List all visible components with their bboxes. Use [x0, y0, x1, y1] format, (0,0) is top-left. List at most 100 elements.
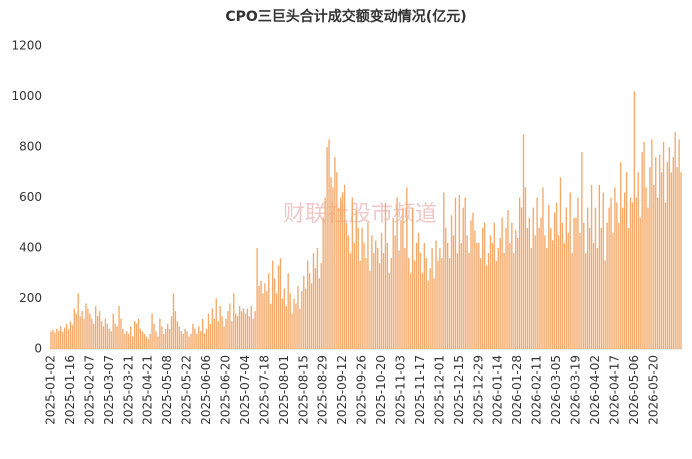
y-tick-label: 600 — [19, 190, 42, 204]
bar — [349, 253, 352, 349]
bar — [602, 192, 604, 349]
bar — [194, 328, 196, 349]
bar — [476, 242, 478, 349]
bar — [481, 227, 484, 349]
x-tick-label: 2025-09-26 — [355, 355, 369, 425]
bar — [546, 248, 548, 349]
bar — [616, 202, 618, 349]
bar — [425, 258, 427, 349]
bar — [511, 222, 513, 349]
bar — [322, 217, 324, 349]
bar — [112, 313, 114, 349]
bar — [505, 227, 507, 349]
bar — [561, 222, 564, 349]
bar — [497, 248, 499, 349]
bar — [147, 338, 149, 349]
bar — [192, 323, 194, 349]
bar — [604, 260, 606, 349]
bar — [443, 192, 445, 349]
bar — [411, 207, 414, 349]
bar — [553, 212, 556, 349]
bar — [569, 192, 571, 349]
bar — [657, 197, 659, 349]
bar — [460, 242, 462, 349]
bar — [610, 197, 612, 349]
bar — [65, 323, 68, 349]
bar — [664, 202, 667, 349]
bar — [627, 227, 630, 349]
bar — [69, 321, 72, 349]
bar — [622, 207, 624, 349]
bar — [423, 242, 426, 349]
bar — [380, 232, 383, 349]
bar — [620, 162, 622, 349]
bar — [133, 321, 136, 349]
bar — [421, 273, 424, 349]
bar — [231, 321, 233, 349]
bar — [641, 152, 643, 349]
bar — [398, 250, 400, 349]
x-tick-label: 2026-05-06 — [627, 355, 641, 425]
x-tick-label: 2026-03-19 — [569, 355, 583, 425]
bar — [310, 283, 313, 349]
bar — [270, 303, 272, 349]
bar — [328, 139, 330, 349]
bar — [483, 222, 486, 349]
bar — [130, 326, 132, 349]
bar — [678, 139, 680, 349]
bar — [73, 308, 75, 349]
bar — [660, 172, 663, 349]
bar — [559, 177, 562, 349]
bar — [600, 227, 602, 349]
bar — [376, 248, 379, 349]
bar — [373, 253, 375, 349]
bar — [612, 232, 614, 349]
bar — [262, 293, 264, 349]
bar — [390, 258, 392, 349]
bar — [219, 306, 221, 349]
bar — [435, 240, 437, 349]
bar — [427, 280, 429, 349]
bar — [297, 285, 299, 349]
bar — [264, 283, 266, 349]
x-tick-label: 2026-05-20 — [646, 355, 660, 425]
x-tick-label: 2025-11-17 — [413, 355, 427, 425]
bar — [139, 328, 142, 349]
bar — [308, 273, 311, 349]
y-tick-label: 800 — [19, 140, 42, 154]
bar — [273, 278, 276, 349]
bar — [503, 253, 505, 349]
bar — [528, 217, 531, 349]
bar — [433, 278, 435, 349]
bar — [666, 162, 669, 349]
bar — [590, 184, 593, 349]
bar — [606, 222, 608, 349]
bar — [279, 258, 282, 349]
bar — [491, 242, 494, 349]
bar — [289, 293, 291, 349]
x-tick-label: 2025-04-21 — [141, 355, 155, 425]
bar — [540, 217, 542, 349]
bar — [343, 184, 346, 349]
bar — [157, 336, 159, 349]
bar — [186, 331, 188, 349]
bar — [341, 192, 344, 349]
bar — [217, 321, 219, 349]
bar — [544, 235, 546, 349]
bar — [466, 235, 468, 349]
bar — [526, 227, 529, 349]
x-tick-label: 2025-12-15 — [452, 355, 466, 425]
bar — [645, 187, 647, 349]
bar — [96, 316, 99, 349]
bar — [209, 323, 212, 349]
bar — [579, 232, 581, 349]
bar — [353, 242, 356, 349]
bar — [87, 308, 89, 349]
bar — [151, 313, 153, 349]
bar — [166, 323, 169, 349]
x-tick-label: 2026-04-02 — [588, 355, 602, 425]
bar — [581, 152, 583, 349]
bar — [268, 273, 270, 349]
bar — [254, 311, 256, 349]
bar — [153, 323, 155, 349]
